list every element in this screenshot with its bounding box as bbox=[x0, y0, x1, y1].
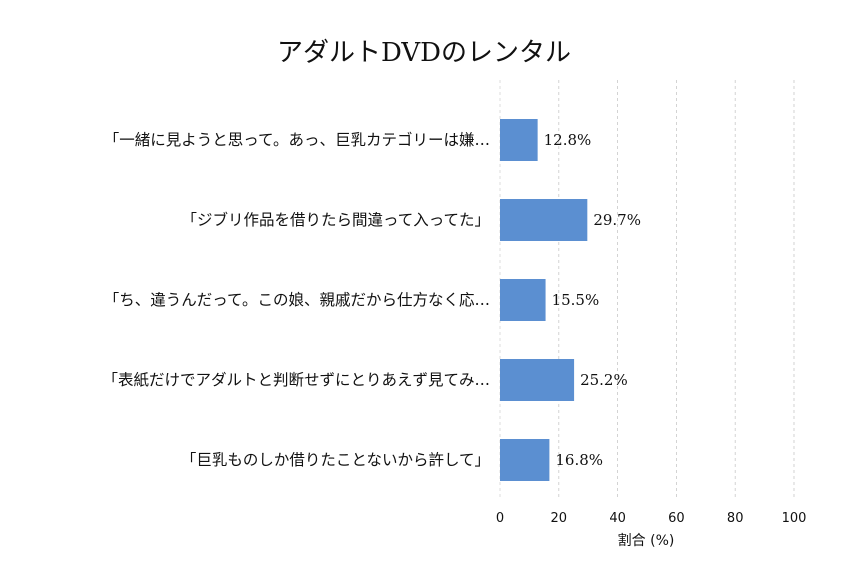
x-axis-label: 割合 (%) bbox=[618, 532, 675, 549]
value-label: 25.2% bbox=[580, 371, 628, 389]
value-labels: 12.8% 29.7% 15.5% 25.2% 16.8% bbox=[544, 131, 641, 469]
category-labels: 「一緒に見ようと思って。あっ、巨乳カテゴリーは嫌… 「ジブリ作品を借りたら間違って… bbox=[102, 130, 490, 469]
bar bbox=[500, 119, 538, 161]
x-tick-label: 80 bbox=[727, 511, 744, 526]
x-tick-label: 100 bbox=[782, 511, 807, 526]
value-label: 16.8% bbox=[555, 451, 603, 469]
category-label: 「表紙だけでアダルトと判断せずにとりあえず見てみ… bbox=[102, 371, 490, 389]
bar bbox=[500, 439, 550, 481]
category-label: 「ち、違うんだって。この娘、親戚だから仕方なく応… bbox=[104, 291, 490, 309]
bar bbox=[500, 279, 546, 321]
category-label: 「巨乳ものしか借りたことないから許して」 bbox=[181, 451, 490, 469]
bars bbox=[500, 119, 588, 481]
value-label: 29.7% bbox=[593, 211, 641, 229]
bar bbox=[500, 359, 575, 401]
value-label: 12.8% bbox=[544, 131, 592, 149]
chart-title: アダルトDVDのレンタル bbox=[277, 38, 571, 68]
category-label: 「一緒に見ようと思って。あっ、巨乳カテゴリーは嫌… bbox=[104, 130, 490, 149]
category-label: 「ジブリ作品を借りたら間違って入ってた」 bbox=[182, 210, 490, 229]
x-tick-label: 60 bbox=[668, 511, 685, 526]
value-label: 15.5% bbox=[552, 291, 600, 309]
x-tick-label: 20 bbox=[551, 511, 568, 526]
x-tick-label: 40 bbox=[609, 511, 626, 526]
x-tick-label: 0 bbox=[496, 511, 504, 526]
x-tick-labels: 0 20 40 60 80 100 bbox=[496, 511, 807, 526]
grid-lines bbox=[499, 80, 795, 500]
bar bbox=[500, 199, 588, 241]
